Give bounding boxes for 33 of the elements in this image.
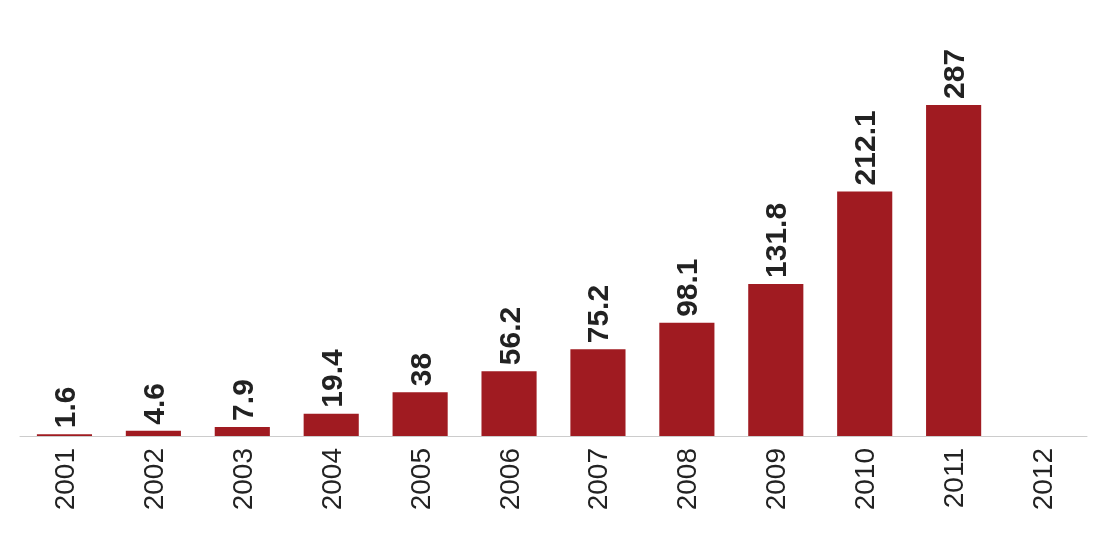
data-label: 19.4 [314, 348, 348, 408]
bar [926, 104, 982, 436]
bar [481, 371, 537, 436]
x-tick-label: 2005 [404, 448, 436, 511]
data-label: 56.2 [492, 306, 526, 366]
x-tick-label: 2008 [671, 448, 703, 511]
x-tick-label: 2012 [1027, 448, 1059, 511]
bar [570, 349, 626, 436]
x-tick-label: 2002 [137, 448, 169, 511]
bar [392, 392, 448, 436]
data-label: 75.2 [581, 284, 615, 344]
x-tick-label: 2003 [226, 448, 258, 511]
x-tick-label: 2010 [849, 448, 881, 511]
data-label: 38 [403, 352, 437, 387]
bar [748, 283, 804, 436]
x-tick-label: 2007 [582, 448, 614, 511]
data-label: 212.1 [848, 110, 882, 186]
x-tick-label: 2006 [493, 448, 525, 511]
data-label: 131.8 [759, 202, 793, 278]
x-tick-label: 2001 [48, 448, 80, 511]
data-label: 1.6 [47, 386, 81, 429]
bar [837, 191, 893, 436]
data-label: 98.1 [670, 258, 704, 317]
data-label: 287 [937, 48, 971, 99]
data-label: 7.9 [225, 379, 259, 421]
x-tick-label: 2011 [938, 448, 970, 509]
bar [214, 426, 270, 436]
bar [659, 322, 715, 436]
data-label: 4.6 [136, 382, 170, 425]
x-tick-label: 2009 [760, 448, 792, 511]
bar [303, 413, 359, 436]
bar [125, 430, 181, 436]
x-tick-label: 2004 [315, 448, 347, 511]
